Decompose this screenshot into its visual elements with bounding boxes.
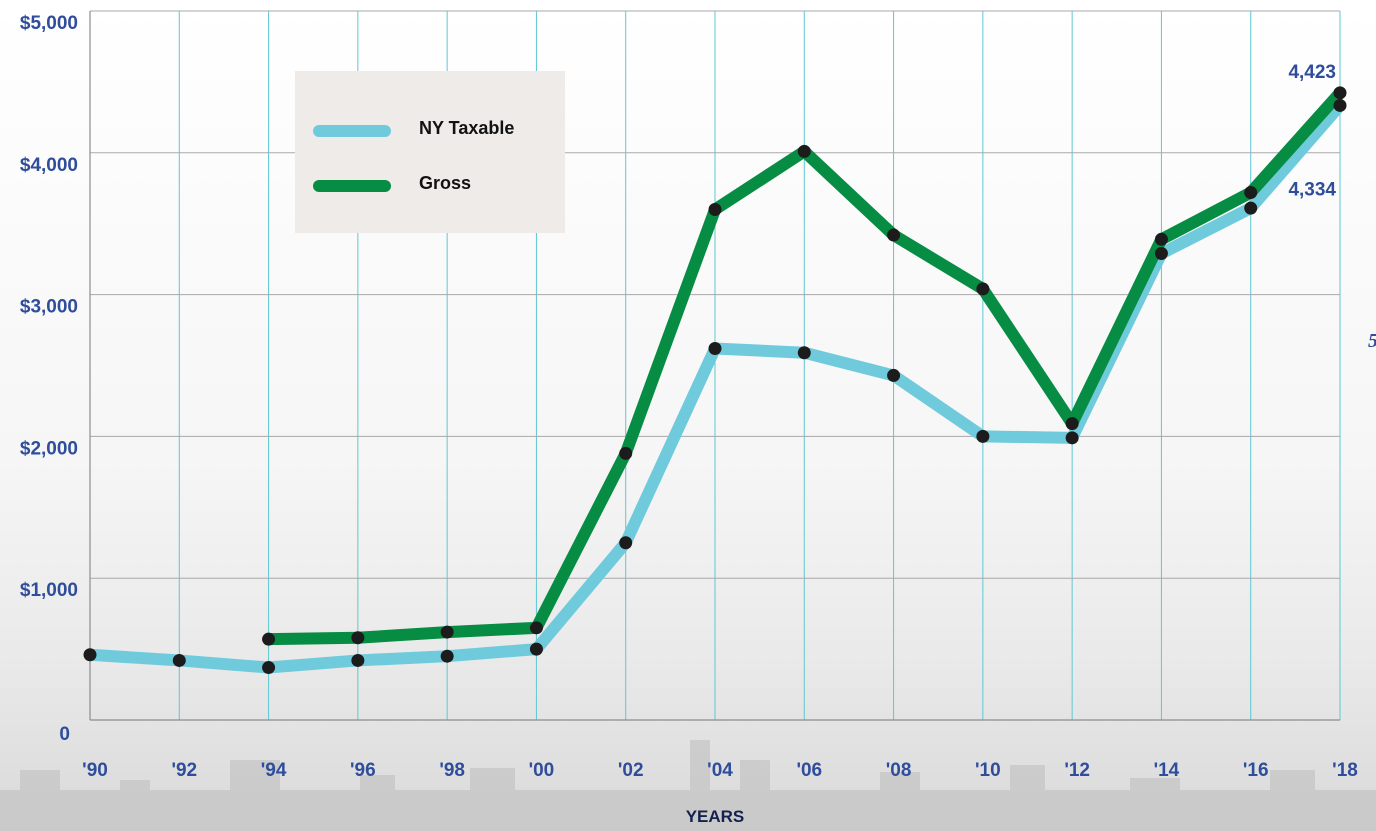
y-tick-label: $3,000 xyxy=(20,297,78,318)
x-tick-label: '90 xyxy=(82,760,108,781)
data-point-gross xyxy=(1065,417,1079,431)
y-tick-label: $1,000 xyxy=(20,580,78,601)
y-tick-label: $4,000 xyxy=(20,155,78,176)
data-point-ny-taxable xyxy=(976,429,990,443)
x-tick-label: '02 xyxy=(618,760,644,781)
data-point-ny-taxable xyxy=(172,653,186,667)
x-tick-label: '94 xyxy=(261,760,287,781)
data-point-gross xyxy=(440,625,454,639)
data-point-gross xyxy=(619,446,633,460)
data-point-ny-taxable xyxy=(262,661,276,675)
x-axis-title: YEARS xyxy=(686,807,745,826)
data-point-ny-taxable xyxy=(708,341,722,355)
x-tick-label: '04 xyxy=(707,760,733,781)
x-tick-label: '12 xyxy=(1064,760,1090,781)
data-point-ny-taxable xyxy=(529,642,543,656)
data-point-gross xyxy=(708,203,722,217)
y-tick-label: $2,000 xyxy=(20,438,78,459)
legend: NY Taxable Gross xyxy=(295,71,565,233)
edge-glyph: 5 xyxy=(1368,330,1376,353)
x-tick-label: '08 xyxy=(886,760,912,781)
x-tick-label: '92 xyxy=(171,760,197,781)
legend-swatch-gross xyxy=(313,180,391,192)
data-point-ny-taxable xyxy=(797,346,811,360)
x-tick-label: '14 xyxy=(1154,760,1180,781)
data-point-gross xyxy=(976,282,990,296)
end-label-gross: 4,423 xyxy=(1288,62,1336,83)
y-tick-label: 0 xyxy=(59,724,70,745)
data-point-ny-taxable xyxy=(1333,98,1347,112)
x-tick-label: '00 xyxy=(529,760,555,781)
end-labels: 4,423 4,334 xyxy=(1288,62,1336,201)
data-point-gross xyxy=(1333,86,1347,100)
axis-lines xyxy=(89,11,1340,721)
x-tick-label: '98 xyxy=(439,760,465,781)
data-point-ny-taxable xyxy=(887,368,901,382)
data-point-gross xyxy=(797,144,811,158)
y-tick-label: $5,000 xyxy=(20,13,78,34)
data-points xyxy=(83,86,1347,675)
y-axis-ticks: 0 $1,000 $2,000 $3,000 $4,000 $5,000 xyxy=(20,13,78,745)
data-point-gross xyxy=(887,228,901,242)
legend-swatch-ny-taxable xyxy=(313,125,391,137)
data-point-ny-taxable xyxy=(351,653,365,667)
data-point-ny-taxable xyxy=(619,536,633,550)
x-tick-label: '96 xyxy=(350,760,376,781)
x-tick-label: '06 xyxy=(796,760,822,781)
grid-lines xyxy=(89,10,1341,720)
data-point-gross xyxy=(351,631,365,645)
data-point-gross xyxy=(1154,232,1168,246)
x-tick-label: '18 xyxy=(1332,760,1358,781)
x-tick-label: '10 xyxy=(975,760,1001,781)
data-point-ny-taxable xyxy=(1065,431,1079,445)
legend-label-ny-taxable: NY Taxable xyxy=(419,118,515,138)
x-axis-ticks: '90 '92 '94 '96 '98 '00 '02 '04 '06 '08 '10 '12 '14 '… xyxy=(82,760,1358,781)
data-point-ny-taxable xyxy=(1154,246,1168,260)
data-point-ny-taxable xyxy=(83,648,97,662)
data-point-gross xyxy=(1244,186,1258,200)
data-point-gross xyxy=(529,621,543,635)
data-point-ny-taxable xyxy=(440,649,454,663)
x-tick-label: '16 xyxy=(1243,760,1269,781)
end-label-ny-taxable: 4,334 xyxy=(1288,179,1336,200)
data-point-gross xyxy=(262,632,276,646)
legend-label-gross: Gross xyxy=(419,173,472,193)
data-point-ny-taxable xyxy=(1244,201,1258,215)
